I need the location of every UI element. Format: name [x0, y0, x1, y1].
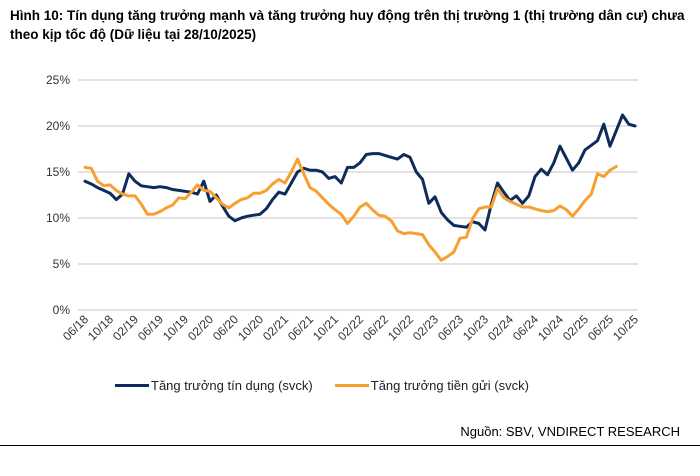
divider [0, 445, 700, 446]
x-tick-label: 02/19 [110, 312, 141, 343]
x-tick-label: 02/20 [185, 312, 216, 343]
y-tick-label: 10% [46, 211, 70, 225]
source-note: Nguồn: SBV, VNDIRECT RESEARCH [460, 424, 680, 439]
x-tick-label: 02/24 [485, 312, 516, 343]
x-tick-label: 10/21 [310, 312, 341, 343]
x-tick-label: 10/23 [460, 312, 491, 343]
x-tick-label: 10/22 [385, 312, 416, 343]
chart-title: Hình 10: Tín dụng tăng trưởng mạnh và tă… [10, 8, 685, 42]
y-tick-label: 0% [53, 303, 71, 317]
series-line-credit [83, 113, 637, 232]
x-tick-label: 02/25 [560, 312, 591, 343]
x-tick-label: 10/20 [235, 312, 266, 343]
y-tick-label: 25% [46, 73, 70, 87]
x-tick-label: 02/23 [410, 312, 441, 343]
legend: Tăng trưởng tín dụng (svck) Tăng trưởng … [115, 378, 529, 393]
legend-item-credit: Tăng trưởng tín dụng (svck) [115, 378, 313, 393]
series-line-deposit [83, 157, 618, 262]
x-tick-label: 10/19 [160, 312, 191, 343]
x-tick-label: 06/22 [360, 312, 391, 343]
legend-swatch-credit [115, 384, 149, 387]
legend-swatch-deposit [334, 384, 369, 387]
legend-item-deposit: Tăng trưởng tiền gửi (svck) [334, 378, 529, 393]
x-tick-label: 06/23 [435, 312, 466, 343]
legend-label-credit: Tăng trưởng tín dụng (svck) [151, 378, 313, 393]
x-tick-label: 10/24 [535, 312, 566, 343]
y-tick-label: 5% [53, 257, 71, 271]
x-tick-label: 06/21 [285, 312, 316, 343]
x-tick-label: 06/19 [135, 312, 166, 343]
x-tick-label: 02/22 [335, 312, 366, 343]
x-tick-label: 06/25 [585, 312, 616, 343]
x-tick-label: 02/21 [260, 312, 291, 343]
x-tick-label: 10/18 [85, 312, 116, 343]
x-tick-label: 06/24 [510, 312, 541, 343]
legend-label-deposit: Tăng trưởng tiền gửi (svck) [370, 378, 529, 393]
x-tick-label: 06/20 [210, 312, 241, 343]
y-tick-label: 20% [46, 119, 70, 133]
x-tick-label: 10/25 [610, 312, 641, 343]
y-tick-label: 15% [46, 165, 70, 179]
